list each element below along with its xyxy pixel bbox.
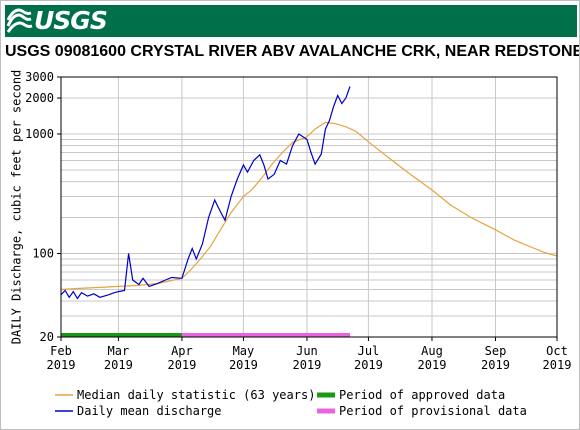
x-tick-year: 2019 bbox=[481, 358, 510, 372]
x-tick-month: Apr bbox=[171, 344, 193, 358]
usgs-logo[interactable]: USGS bbox=[5, 5, 108, 37]
x-tick-month: Jul bbox=[358, 344, 380, 358]
y-axis-label: DAILY Discharge, cubic feet per second bbox=[10, 70, 24, 345]
usgs-banner: USGS bbox=[5, 5, 577, 37]
x-tick-month: May bbox=[233, 344, 255, 358]
series-line bbox=[60, 86, 351, 300]
period-bars bbox=[61, 333, 350, 337]
x-tick-month: Feb bbox=[50, 344, 72, 358]
x-axis-ticks: Feb2019Mar2019Apr2019May2019Jun2019Jul20… bbox=[47, 337, 572, 372]
legend-label: Daily mean discharge bbox=[77, 404, 222, 418]
usgs-logo-mark-icon bbox=[6, 8, 33, 33]
series-line bbox=[60, 121, 558, 291]
x-tick-year: 2019 bbox=[292, 358, 321, 372]
y-tick-label: 1000 bbox=[25, 127, 54, 141]
x-tick-year: 2019 bbox=[167, 358, 196, 372]
y-tick-label: 20 bbox=[40, 330, 54, 344]
x-tick-month: Sep bbox=[485, 344, 507, 358]
x-tick-month: Aug bbox=[421, 344, 443, 358]
y-tick-label: 2000 bbox=[25, 91, 54, 105]
x-tick-year: 2019 bbox=[543, 358, 572, 372]
chart-title: USGS 09081600 CRYSTAL RIVER ABV AVALANCH… bbox=[5, 43, 579, 60]
grid-layer bbox=[60, 77, 558, 337]
period-bar bbox=[181, 333, 350, 337]
y-tick-label: 3000 bbox=[25, 70, 54, 84]
x-tick-year: 2019 bbox=[418, 358, 447, 372]
series-layer bbox=[60, 86, 558, 300]
x-tick-month: Mar bbox=[108, 344, 130, 358]
legend-label: Period of provisional data bbox=[339, 404, 527, 418]
legend-label: Period of approved data bbox=[339, 388, 505, 402]
legend-label: Median daily statistic (63 years) bbox=[77, 388, 315, 402]
period-bar bbox=[61, 333, 182, 337]
x-tick-year: 2019 bbox=[47, 358, 76, 372]
x-tick-year: 2019 bbox=[229, 358, 258, 372]
y-tick-label: 100 bbox=[32, 246, 54, 260]
x-tick-month: Jun bbox=[296, 344, 318, 358]
usgs-logo-text: USGS bbox=[34, 6, 108, 35]
x-tick-month: Oct bbox=[546, 344, 568, 358]
plot-frame bbox=[60, 76, 558, 338]
x-tick-year: 2019 bbox=[354, 358, 383, 372]
legend: Median daily statistic (63 years) Daily m… bbox=[55, 388, 527, 418]
x-tick-year: 2019 bbox=[104, 358, 133, 372]
y-axis-ticks: 3000 2000 1000 100 20 bbox=[25, 70, 61, 344]
